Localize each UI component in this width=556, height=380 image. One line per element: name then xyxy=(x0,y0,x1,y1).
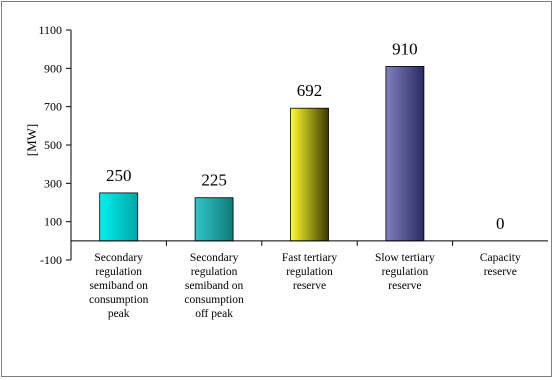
bar-value-label: 225 xyxy=(201,171,227,190)
bar-value-label: 910 xyxy=(392,39,418,58)
y-tick-label: 100 xyxy=(44,215,62,229)
y-tick-label: 900 xyxy=(44,61,62,75)
y-axis-ticks: -100 100 300 500 700 900 1100 xyxy=(38,23,71,267)
bar xyxy=(99,192,139,242)
x-category-label: Secondary regulation semiband on consump… xyxy=(184,251,244,320)
x-category-label: Fast tertiary regulation reserve xyxy=(281,251,338,292)
x-category-label: Slow tertiary regulation reserve xyxy=(375,251,435,292)
bar xyxy=(385,66,425,242)
y-tick-label: 300 xyxy=(44,176,62,190)
bar-value-label: 250 xyxy=(106,166,132,185)
y-tick-label: 700 xyxy=(44,100,62,114)
y-tick-label: -100 xyxy=(40,253,62,267)
y-tick-label: 1100 xyxy=(38,23,62,37)
bars xyxy=(99,66,454,246)
y-tick-label: 500 xyxy=(44,138,62,152)
x-category-label: Capacity reserve xyxy=(479,251,521,278)
bar xyxy=(290,107,329,242)
data-labels: 250 225 692 910 0 xyxy=(106,39,505,232)
x-category-label: Secondary regulation semiband on consump… xyxy=(88,251,149,320)
y-axis-label: [MW] xyxy=(24,124,39,157)
bar-value-label: 0 xyxy=(496,214,505,233)
bar-value-label: 692 xyxy=(297,81,323,100)
bar xyxy=(194,197,234,242)
